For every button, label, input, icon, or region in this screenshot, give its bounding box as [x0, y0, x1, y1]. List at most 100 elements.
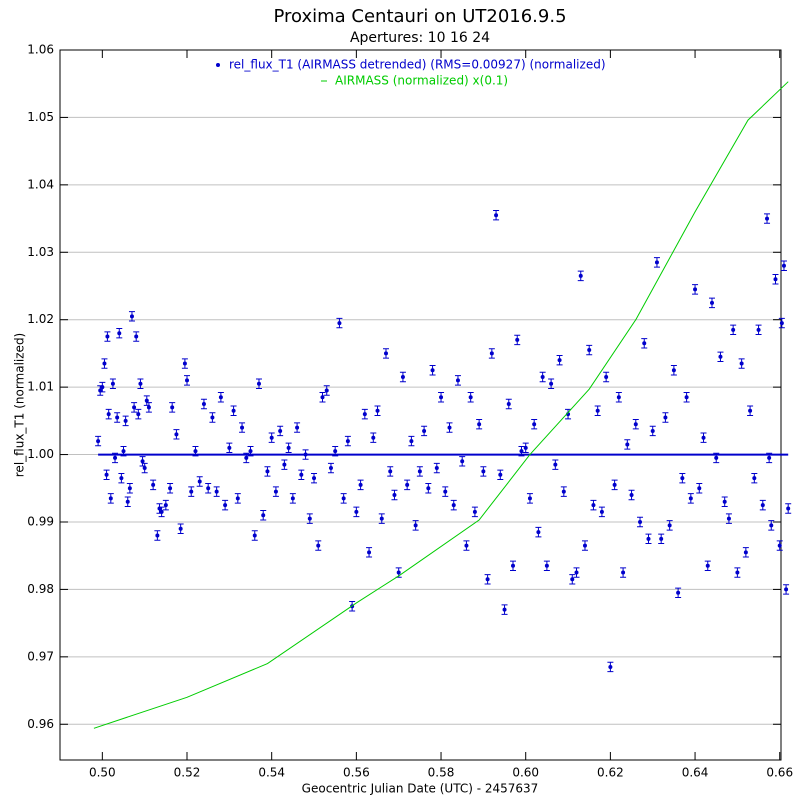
- data-point: [333, 449, 338, 454]
- data-point: [735, 570, 740, 575]
- data-point: [400, 375, 405, 380]
- data-point: [136, 412, 141, 417]
- data-point: [155, 533, 160, 538]
- data-point: [511, 563, 516, 568]
- data-point: [178, 526, 183, 531]
- data-point: [506, 401, 511, 406]
- x-tick-label: 0.58: [428, 766, 455, 780]
- data-point: [379, 516, 384, 521]
- data-point: [102, 361, 107, 366]
- data-point: [612, 482, 617, 487]
- data-point: [170, 405, 175, 410]
- data-point: [498, 472, 503, 477]
- chart-title: Proxima Centauri on UT2016.9.5: [273, 6, 566, 27]
- data-point: [273, 489, 278, 494]
- data-point: [422, 428, 427, 433]
- data-point: [409, 439, 414, 444]
- data-point: [134, 334, 139, 339]
- data-point: [383, 351, 388, 356]
- data-point: [299, 472, 304, 477]
- data-point: [341, 496, 346, 501]
- data-point: [726, 516, 731, 521]
- y-tick-label: 0.97: [27, 649, 54, 663]
- data-point: [328, 466, 333, 471]
- data-point: [223, 503, 228, 508]
- data-point: [777, 543, 782, 548]
- data-point: [582, 543, 587, 548]
- data-point: [447, 425, 452, 430]
- data-point: [604, 375, 609, 380]
- data-point: [115, 415, 120, 420]
- y-tick-label: 0.98: [27, 582, 54, 596]
- data-point: [405, 482, 410, 487]
- data-point: [210, 415, 215, 420]
- data-point: [739, 361, 744, 366]
- data-point: [638, 519, 643, 524]
- data-point: [123, 418, 128, 423]
- x-tick-label: 0.56: [343, 766, 370, 780]
- data-point: [680, 476, 685, 481]
- x-tick-label: 0.62: [597, 766, 624, 780]
- data-point: [127, 486, 132, 491]
- data-point: [684, 395, 689, 400]
- data-point: [354, 509, 359, 514]
- data-point: [722, 499, 727, 504]
- data-point: [760, 503, 765, 508]
- data-point: [138, 381, 143, 386]
- data-point: [396, 570, 401, 575]
- data-point: [527, 496, 532, 501]
- x-tick-label: 0.66: [766, 766, 793, 780]
- data-point: [443, 489, 448, 494]
- data-point: [108, 496, 113, 501]
- data-point: [481, 469, 486, 474]
- data-point: [269, 435, 274, 440]
- data-point: [413, 523, 418, 528]
- data-point: [252, 533, 257, 538]
- data-point: [625, 442, 630, 447]
- data-point: [197, 479, 202, 484]
- data-point: [587, 348, 592, 353]
- data-point: [96, 439, 101, 444]
- data-point: [570, 577, 575, 582]
- data-point: [663, 415, 668, 420]
- data-point: [132, 405, 137, 410]
- data-point: [701, 435, 706, 440]
- data-point: [752, 476, 757, 481]
- data-point: [417, 469, 422, 474]
- data-point: [278, 428, 283, 433]
- data-point: [557, 358, 562, 363]
- data-point: [718, 354, 723, 359]
- data-point: [519, 449, 524, 454]
- data-point: [142, 466, 147, 471]
- line-series: [93, 81, 789, 729]
- data-point: [455, 378, 460, 383]
- data-point: [650, 428, 655, 433]
- data-point: [765, 216, 770, 221]
- data-point: [786, 506, 791, 511]
- data-point: [654, 260, 659, 265]
- data-point: [574, 570, 579, 575]
- data-point: [608, 664, 613, 669]
- data-point: [621, 570, 626, 575]
- data-point: [616, 395, 621, 400]
- data-point: [489, 351, 494, 356]
- data-point: [714, 455, 719, 460]
- data-point: [214, 489, 219, 494]
- data-point: [129, 314, 134, 319]
- data-point: [227, 445, 232, 450]
- y-tick-label: 0.96: [27, 717, 54, 731]
- data-point: [104, 472, 109, 477]
- data-point: [182, 361, 187, 366]
- data-point: [767, 455, 772, 460]
- data-point: [303, 452, 308, 457]
- data-point: [676, 590, 681, 595]
- data-point: [705, 563, 710, 568]
- data-point: [174, 432, 179, 437]
- data-point: [362, 412, 367, 417]
- data-point: [307, 516, 312, 521]
- data-point: [392, 493, 397, 498]
- data-point: [282, 462, 287, 467]
- y-tick-label: 1.01: [27, 380, 54, 394]
- data-point: [646, 536, 651, 541]
- data-point: [110, 381, 115, 386]
